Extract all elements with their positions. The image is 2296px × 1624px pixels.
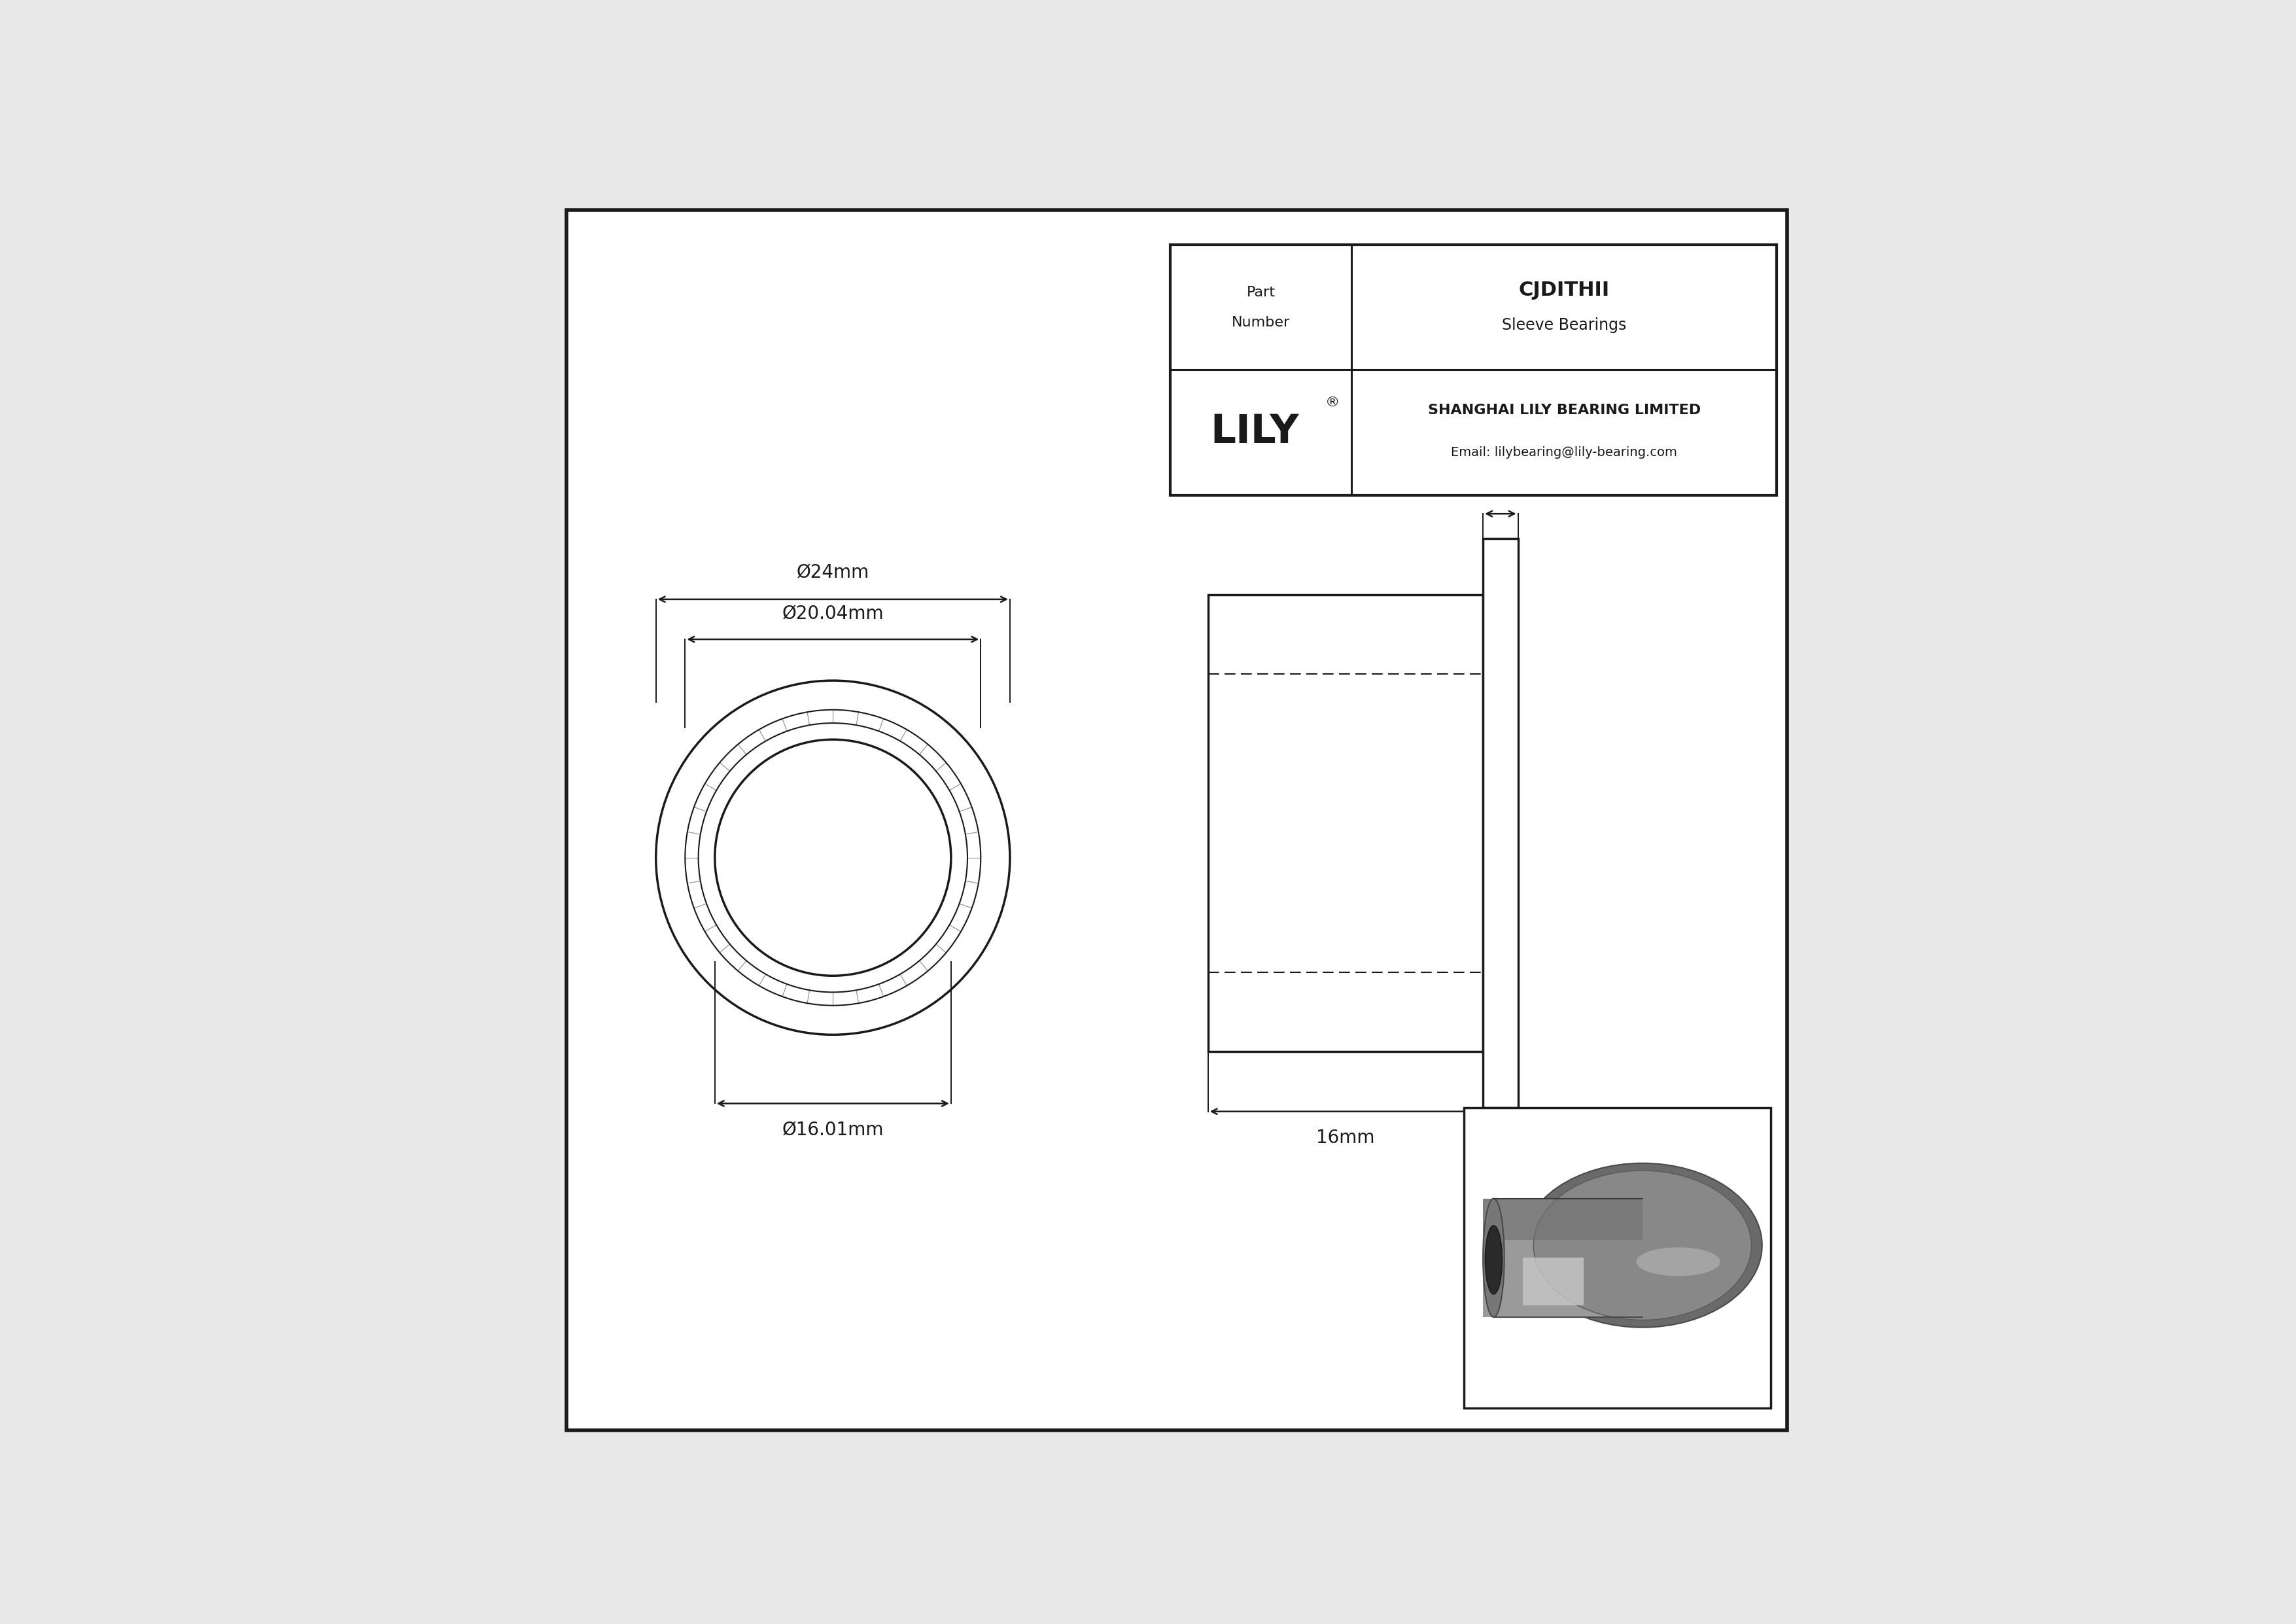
Ellipse shape (1483, 1199, 1504, 1317)
Text: CJDITHII: CJDITHII (1518, 281, 1609, 299)
Text: Number: Number (1233, 317, 1290, 330)
Bar (1465, 1108, 1770, 1408)
Ellipse shape (1637, 1247, 1720, 1276)
Text: LILY: LILY (1210, 412, 1300, 451)
Text: SHANGHAI LILY BEARING LIMITED: SHANGHAI LILY BEARING LIMITED (1428, 403, 1701, 416)
Bar (1522, 1257, 1584, 1306)
Text: Sleeve Bearings: Sleeve Bearings (1502, 317, 1626, 333)
Ellipse shape (1534, 1171, 1752, 1320)
Text: Part: Part (1247, 286, 1277, 299)
Text: Email: lilybearing@lily-bearing.com: Email: lilybearing@lily-bearing.com (1451, 447, 1678, 458)
Ellipse shape (1486, 1226, 1502, 1294)
Bar (1208, 594, 1483, 1051)
Bar (1171, 245, 1777, 495)
Bar (1483, 539, 1518, 1108)
Text: 16mm: 16mm (1316, 1129, 1375, 1147)
Text: Ø20.04mm: Ø20.04mm (783, 604, 884, 624)
Text: Ø24mm: Ø24mm (797, 564, 870, 581)
Ellipse shape (1522, 1163, 1761, 1327)
Text: 2mm: 2mm (1430, 481, 1476, 499)
Text: ®: ® (1325, 396, 1339, 409)
Bar (1483, 1199, 1642, 1241)
Text: Ø16.01mm: Ø16.01mm (783, 1121, 884, 1140)
Bar (1483, 1199, 1642, 1317)
